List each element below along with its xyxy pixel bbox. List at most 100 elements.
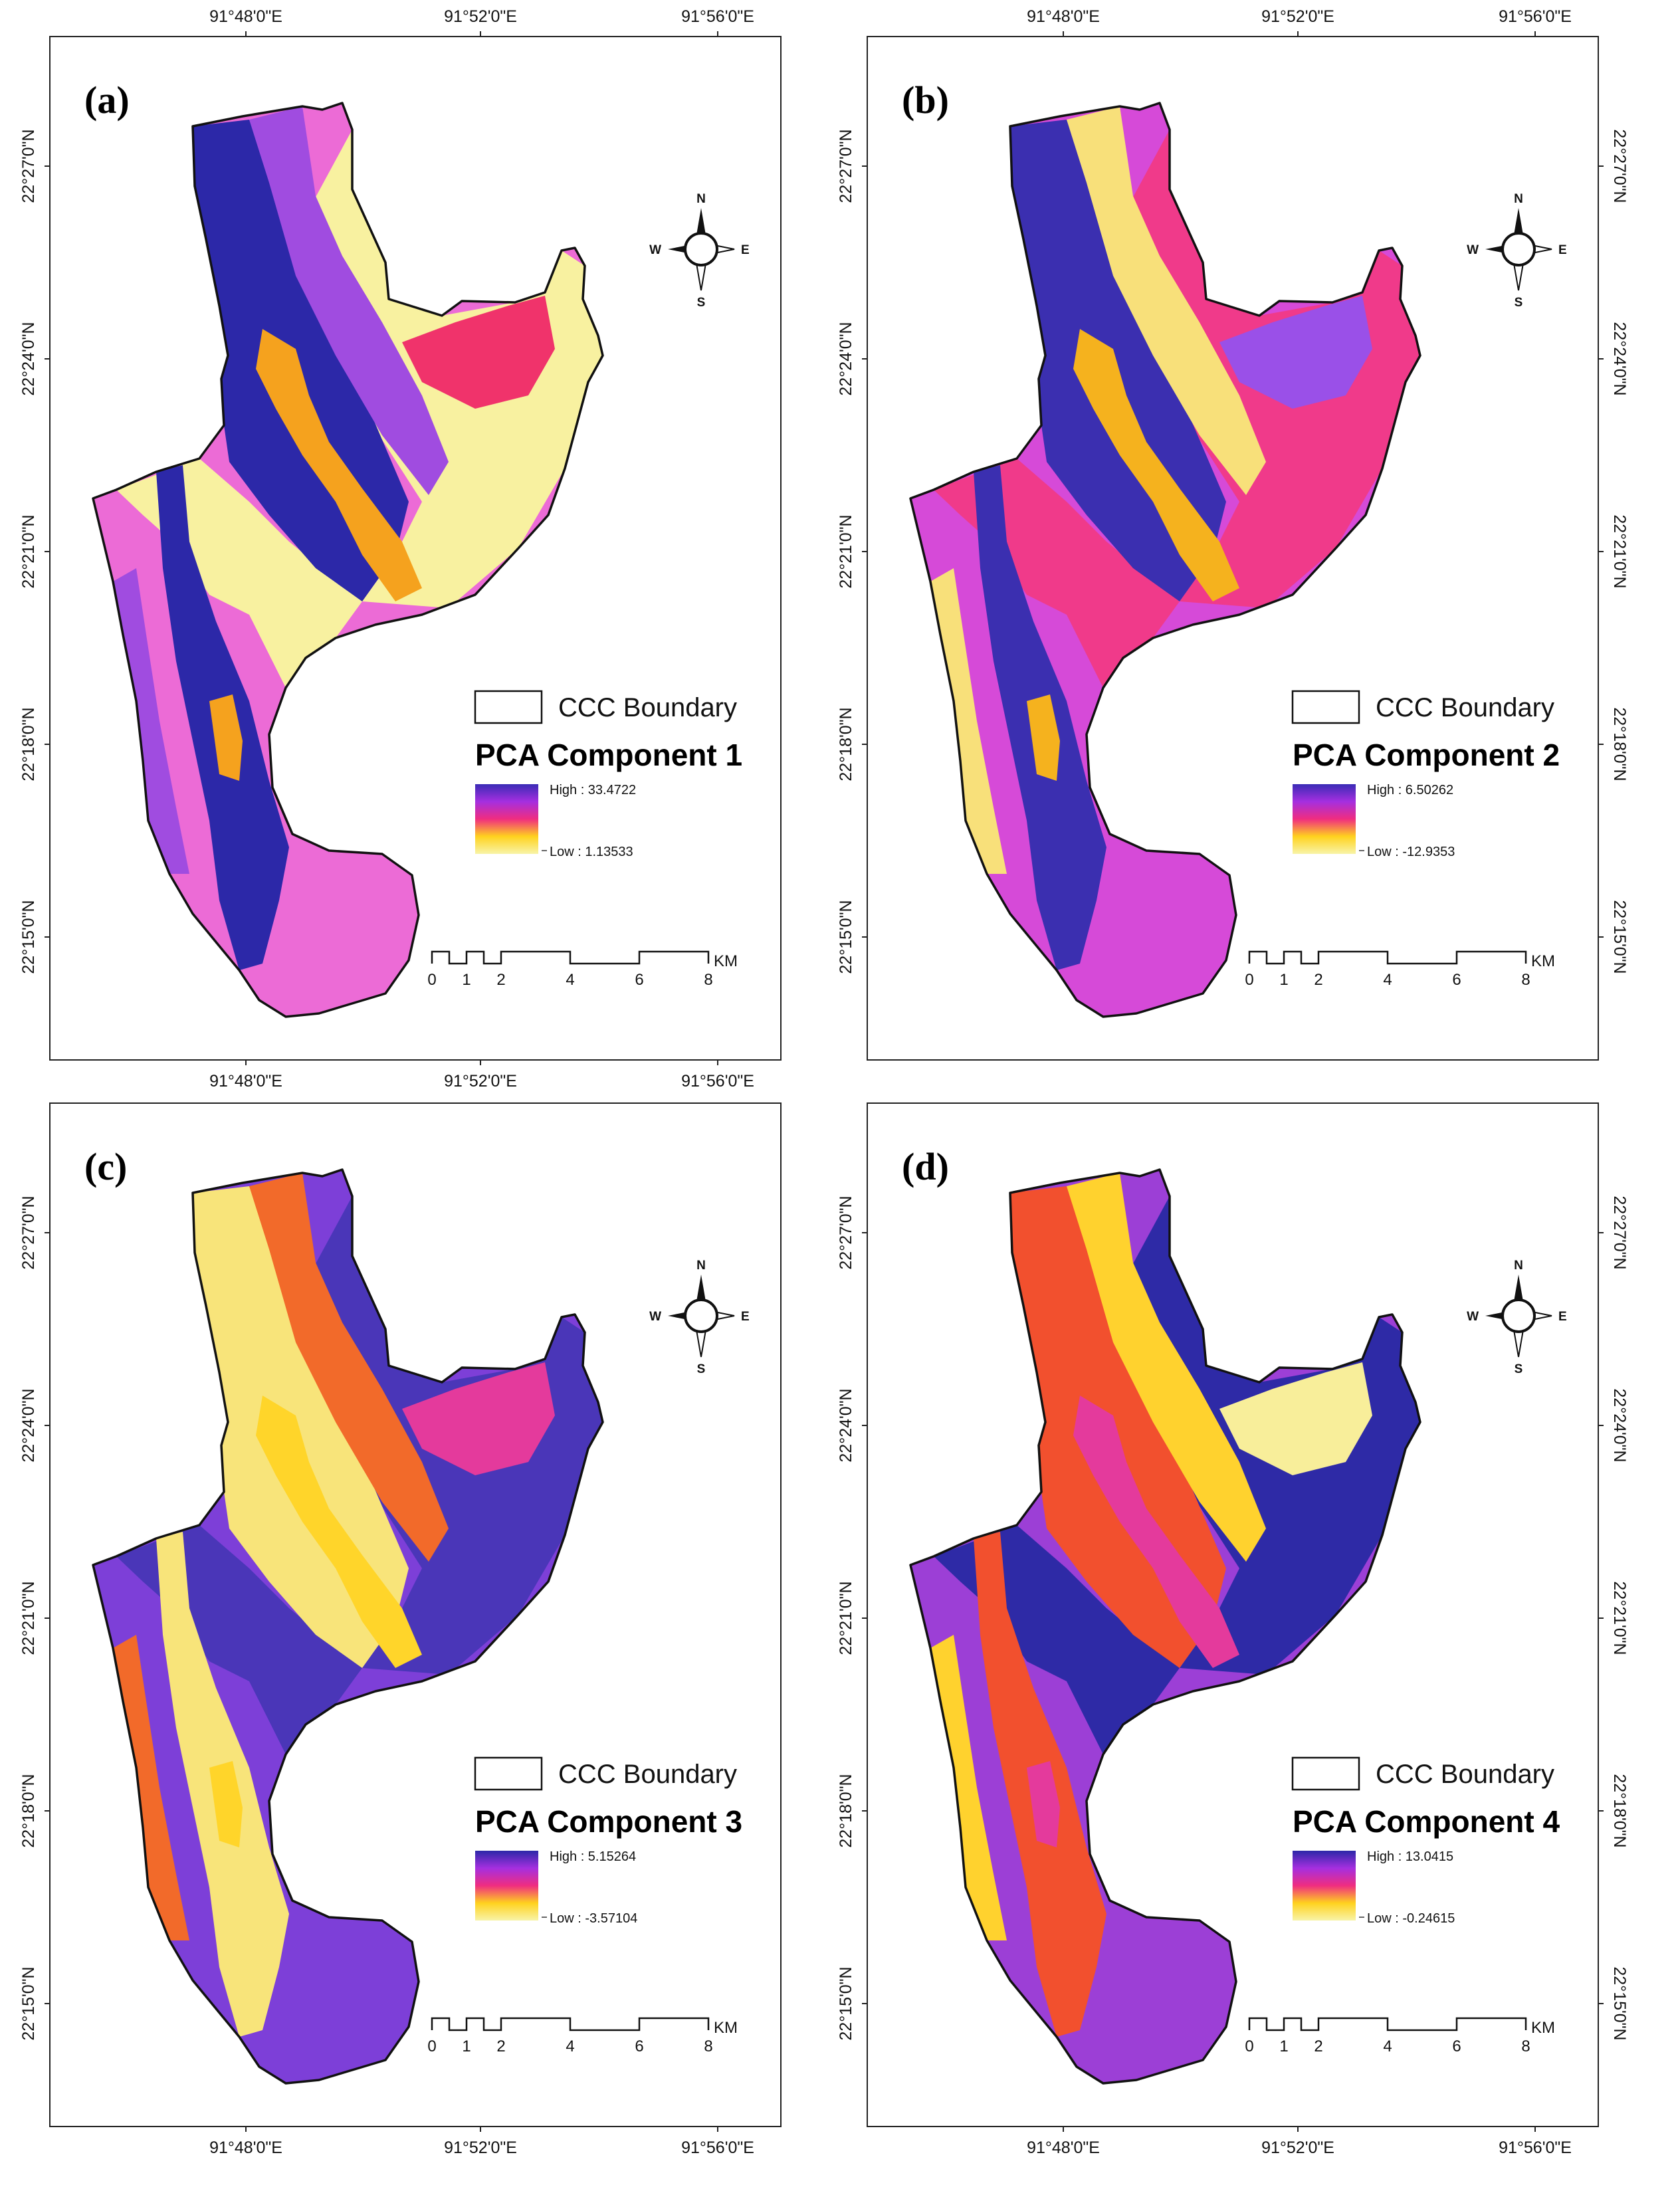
- latitude-tick-label: 22°18'0"N: [837, 707, 855, 781]
- compass-w-label: W: [1467, 243, 1479, 257]
- latitude-tick-label: 22°27'0"N: [19, 129, 38, 203]
- compass-e-label: E: [1558, 1310, 1567, 1324]
- compass-s-label: S: [697, 296, 706, 310]
- latitude-tick-label: 22°24'0"N: [837, 1388, 855, 1462]
- legend: CCC Boundary PCA Component 2 High : 6.5026…: [1291, 690, 1560, 859]
- legend-color-ramp: [475, 1851, 538, 1921]
- legend-color-ramp: [1293, 1851, 1356, 1921]
- legend-low-label: Low : -12.9353: [1367, 845, 1455, 859]
- scale-bar-label: 1: [462, 971, 471, 989]
- raster-zone: [1027, 1761, 1060, 1847]
- raster-zone: [1067, 106, 1266, 495]
- legend-boundary-swatch: [474, 690, 543, 724]
- raster-zone: [249, 1173, 449, 1562]
- scale-bar-segments: [431, 950, 710, 965]
- scale-bar-label: 8: [1521, 2037, 1530, 2055]
- scale-bar-unit: KM: [714, 952, 738, 970]
- raster-zone: [930, 1635, 1007, 1940]
- legend: CCC Boundary PCA Component 4 High : 13.041…: [1291, 1756, 1560, 1926]
- compass-ring: [1501, 1299, 1536, 1333]
- scale-bar-label: 4: [566, 971, 574, 989]
- longitude-tick-label: 91°52'0"E: [444, 7, 517, 26]
- ccc-boundary-outline: [909, 102, 1421, 1018]
- scale-bar-label: 2: [1314, 2037, 1322, 2055]
- scale-bar-label: 6: [635, 971, 643, 989]
- legend-low-label: Low : 1.13533: [550, 845, 633, 859]
- scale-bar: 0 1 2 4 6 8KM: [427, 950, 738, 989]
- legend-title: PCA Component 2: [1293, 738, 1560, 772]
- raster-zone: [1067, 1173, 1266, 1562]
- legend-boundary-label: CCC Boundary: [558, 693, 737, 722]
- scale-bar-label: 2: [496, 971, 505, 989]
- longitude-tick-label: 91°56'0"E: [681, 7, 754, 26]
- panel-label: (d): [902, 1145, 949, 1188]
- scale-bar-label: 2: [1314, 971, 1322, 989]
- scale-bar-label: 8: [1521, 971, 1530, 989]
- compass-s-label: S: [697, 1362, 706, 1376]
- panel-label: (c): [84, 1145, 127, 1188]
- north-arrow-compass: N S E W: [649, 192, 750, 310]
- latitude-tick-label: 22°21'0"N: [837, 1581, 855, 1655]
- scale-bar-label: 0: [427, 971, 436, 989]
- legend-boundary-label: CCC Boundary: [558, 1760, 737, 1789]
- latitude-tick-label: 22°24'0"N: [1610, 322, 1629, 395]
- latitude-tick-label: 22°21'0"N: [1610, 514, 1629, 588]
- map-panel-b: (b) 91°48'0"E 91°52'0"E 91°56'0"E 22°27'0"N 2…: [837, 7, 1629, 1061]
- compass-ring: [1501, 232, 1536, 266]
- longitude-tick-label: 91°52'0"E: [444, 2138, 517, 2157]
- scale-bar-label: 2: [496, 2037, 505, 2055]
- longitude-tick-label: 91°52'0"E: [444, 1072, 517, 1091]
- latitude-tick-label: 22°27'0"N: [19, 1196, 38, 1269]
- latitude-tick-label: 22°15'0"N: [1610, 1966, 1629, 2040]
- ccc-boundary-outline: [92, 102, 604, 1018]
- latitude-tick-label: 22°24'0"N: [1610, 1388, 1629, 1462]
- scale-bar-unit: KM: [714, 2019, 738, 2037]
- latitude-tick-label: 22°27'0"N: [1610, 1196, 1629, 1269]
- scale-bar-label: 6: [1452, 971, 1461, 989]
- latitude-tick-label: 22°27'0"N: [837, 129, 855, 203]
- ccc-boundary-outline: [909, 1168, 1421, 2085]
- panel-label: (b): [902, 78, 949, 122]
- latitude-tick-label: 22°18'0"N: [837, 1774, 855, 1847]
- north-arrow-compass: N S E W: [649, 1259, 750, 1376]
- latitude-tick-label: 22°21'0"N: [19, 514, 38, 588]
- latitude-tick-label: 22°15'0"N: [837, 900, 855, 974]
- raster-zone: [1073, 329, 1239, 601]
- raster-zone: [209, 694, 243, 781]
- legend-low-label: Low : -0.24615: [1367, 1911, 1455, 1926]
- compass-w-label: W: [1467, 1310, 1479, 1324]
- raster-zone: [402, 296, 555, 409]
- raster-zone: [1073, 1396, 1239, 1668]
- scale-bar: 0 1 2 4 6 8KM: [427, 2017, 738, 2055]
- longitude-tick-label: 91°56'0"E: [1499, 2138, 1572, 2157]
- longitude-tick-label: 91°52'0"E: [1261, 2138, 1334, 2157]
- compass-e-label: E: [741, 243, 750, 257]
- scale-bar-segments: [1248, 2017, 1527, 2031]
- scale-bar-label: 1: [462, 2037, 471, 2055]
- scale-bar-segments: [1248, 950, 1527, 965]
- legend: CCC Boundary PCA Component 1 High : 33.472…: [474, 690, 742, 859]
- raster-zone: [113, 1635, 189, 1940]
- latitude-tick-label: 22°18'0"N: [1610, 1774, 1629, 1847]
- legend-high-label: High : 5.15264: [550, 1849, 636, 1864]
- compass-s-label: S: [1515, 1362, 1523, 1376]
- map-panel-a: (a) 91°48'0"E 91°52'0"E 91°56'0"E 91°48'0"E 9…: [19, 7, 782, 1091]
- legend-color-ramp: [1293, 784, 1356, 854]
- scale-bar-label: 6: [635, 2037, 643, 2055]
- latitude-tick-label: 22°21'0"N: [1610, 1581, 1629, 1655]
- raster-zone: [249, 106, 449, 495]
- compass-ring: [684, 232, 718, 266]
- scale-bar: 0 1 2 4 6 8KM: [1245, 950, 1555, 989]
- legend-title: PCA Component 3: [475, 1804, 742, 1839]
- compass-n-label: N: [696, 1259, 706, 1273]
- scale-bar-label: 4: [566, 2037, 574, 2055]
- legend-color-ramp: [475, 784, 538, 854]
- longitude-tick-label: 91°48'0"E: [209, 1072, 282, 1091]
- north-arrow-compass: N S E W: [1467, 1259, 1567, 1376]
- longitude-tick-label: 91°48'0"E: [1027, 7, 1100, 26]
- scale-bar-label: 0: [1245, 2037, 1253, 2055]
- latitude-tick-label: 22°24'0"N: [837, 322, 855, 395]
- scale-bar-unit: KM: [1531, 2019, 1555, 2037]
- latitude-tick-label: 22°27'0"N: [837, 1196, 855, 1269]
- raster-zone: [209, 1761, 243, 1847]
